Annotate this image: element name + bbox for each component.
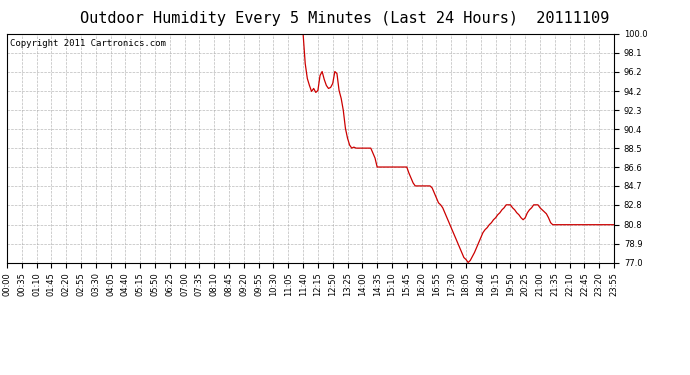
Text: Copyright 2011 Cartronics.com: Copyright 2011 Cartronics.com [10,39,166,48]
Text: Outdoor Humidity Every 5 Minutes (Last 24 Hours)  20111109: Outdoor Humidity Every 5 Minutes (Last 2… [80,11,610,26]
